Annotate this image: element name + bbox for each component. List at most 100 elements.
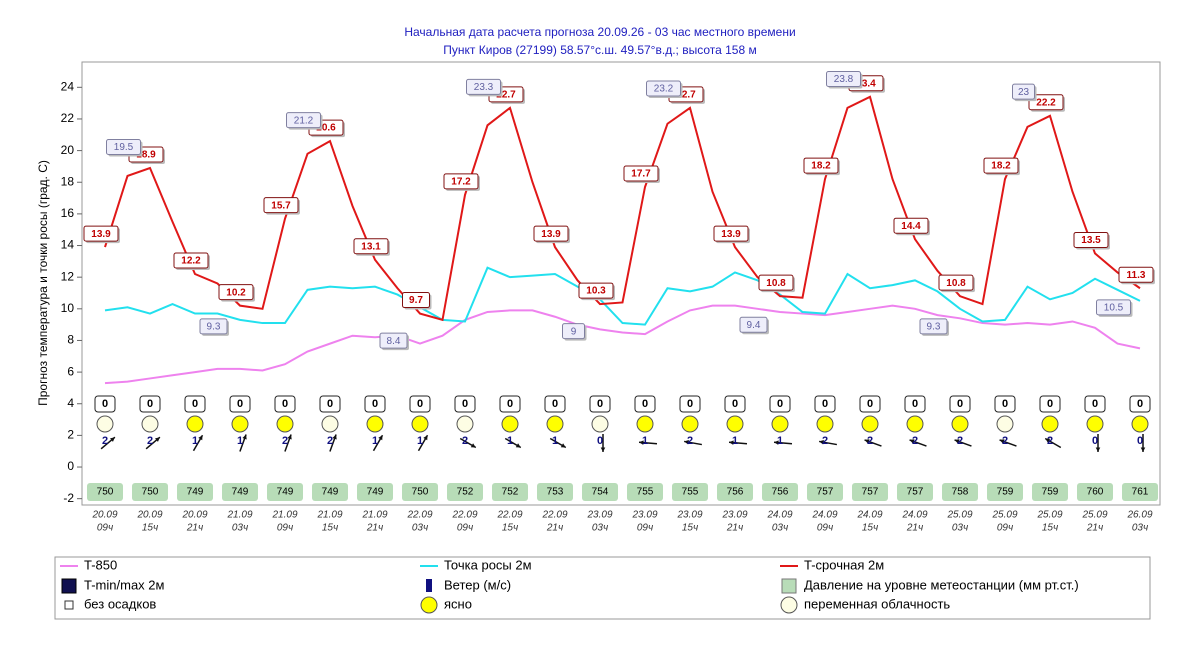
value-label-box <box>533 225 569 242</box>
minmax-box <box>739 316 768 333</box>
y-tick-label: 16 <box>61 206 75 220</box>
value-label: 13.9 <box>91 229 111 240</box>
precip-box <box>589 395 611 413</box>
wind-arrow-head <box>774 440 779 445</box>
pressure-box <box>357 483 393 501</box>
x-tick-label: 22.09 <box>541 510 567 521</box>
wind-arrow-head <box>470 443 476 448</box>
pressure-label: 755 <box>637 487 654 498</box>
value-label-box <box>758 274 794 291</box>
value-label: 10.3 <box>586 286 606 297</box>
wind-arrow-head <box>729 440 734 445</box>
value-label-box <box>443 173 479 190</box>
value-label-box <box>938 274 974 291</box>
wind-arrow-head <box>242 434 247 440</box>
cloud-icon <box>681 415 699 433</box>
cloud-icon <box>861 415 879 433</box>
pressure-label: 750 <box>412 487 429 498</box>
x-tick-label: 15ч <box>682 523 698 534</box>
pressure-label: 752 <box>502 487 519 498</box>
precip-box <box>904 395 926 413</box>
minmax-label: 21.2 <box>294 115 314 126</box>
y-tick-label: 12 <box>61 269 75 283</box>
precip-label: 0 <box>912 398 918 410</box>
minmax-label: 8.4 <box>387 336 401 347</box>
minmax-label: 10.5 <box>1104 303 1124 314</box>
precip-box <box>319 395 341 413</box>
pressure-label: 760 <box>1087 487 1104 498</box>
precip-box <box>499 395 521 413</box>
minmax-label: 9.4 <box>747 320 761 331</box>
y-tick-label: 20 <box>61 143 75 157</box>
value-label-box <box>803 157 839 174</box>
precip-label: 0 <box>777 398 783 410</box>
legend-label: переменная облачность <box>804 596 950 611</box>
pressure-box <box>537 483 573 501</box>
pressure-label: 750 <box>142 487 159 498</box>
y-axis-title: Прогноз температура и точки росы (град. … <box>36 160 50 406</box>
minmax-box <box>466 78 501 95</box>
minmax-label: 9.3 <box>927 322 941 333</box>
y-tick-label: 6 <box>67 364 74 378</box>
minmax-box <box>199 318 228 335</box>
value-label: 17.7 <box>631 169 651 180</box>
legend-label: T-850 <box>84 557 117 572</box>
x-tick-label: 21ч <box>366 523 383 534</box>
pressure-label: 757 <box>817 487 834 498</box>
wind-arrow-head <box>999 439 1005 444</box>
precip-label: 0 <box>822 398 828 410</box>
x-tick-label: 23.09 <box>676 510 702 521</box>
precip-box <box>634 395 656 413</box>
precip-label: 0 <box>417 398 423 410</box>
value-label: 15.7 <box>271 200 291 211</box>
y-tick-label: 2 <box>67 428 74 442</box>
precip-box <box>814 395 836 413</box>
value-label: 11.3 <box>1127 270 1146 281</box>
value-label: 22.2 <box>1036 97 1056 108</box>
x-tick-label: 15ч <box>142 523 158 534</box>
minmax-label: 23.3 <box>474 82 494 93</box>
precip-box <box>544 395 566 413</box>
x-tick-label: 15ч <box>862 523 878 534</box>
x-tick-label: 21ч <box>906 523 923 534</box>
x-tick-label: 24.09 <box>856 510 882 521</box>
x-tick-label: 21.09 <box>271 510 297 521</box>
wind-speed: 2 <box>327 435 333 447</box>
legend-swatch <box>781 578 797 594</box>
x-tick-label: 15ч <box>502 523 518 534</box>
chart-title: Начальная дата расчета прогноза 20.09.26… <box>404 25 795 39</box>
legend-label: ясно <box>444 596 472 611</box>
precip-box <box>139 395 161 413</box>
precip-label: 0 <box>597 398 603 410</box>
cloud-icon <box>1086 415 1104 433</box>
value-label-box <box>263 197 299 214</box>
x-tick-label: 03ч <box>772 523 788 534</box>
series-line <box>104 304 1141 385</box>
legend-label: Давление на уровне метеостанции (мм рт.с… <box>804 577 1079 592</box>
cloud-icon <box>816 415 834 433</box>
wind-speed: 0 <box>1137 435 1143 447</box>
precip-label: 0 <box>147 398 153 410</box>
x-tick-label: 09ч <box>457 523 473 534</box>
legend-label: без осадков <box>84 596 156 611</box>
legend-swatch <box>64 600 74 610</box>
wind-speed: 2 <box>282 435 288 447</box>
precip-label: 0 <box>237 398 243 410</box>
precip-box <box>409 395 431 413</box>
x-tick-label: 25.09 <box>946 510 972 521</box>
cloud-icon <box>636 415 654 433</box>
wind-speed: 2 <box>957 435 963 447</box>
x-tick-label: 26.09 <box>1126 510 1152 521</box>
precip-label: 0 <box>102 398 108 410</box>
precip-label: 0 <box>732 398 738 410</box>
minmax-box <box>379 332 408 349</box>
wind-arrow-head <box>1095 447 1101 452</box>
cloud-icon <box>906 415 924 433</box>
wind-speed: 2 <box>462 435 468 447</box>
minmax-box <box>646 80 681 97</box>
wind-speed: 1 <box>192 435 198 447</box>
value-label-box <box>83 225 119 242</box>
pressure-box <box>1077 483 1113 501</box>
minmax-label: 19.5 <box>114 142 134 153</box>
